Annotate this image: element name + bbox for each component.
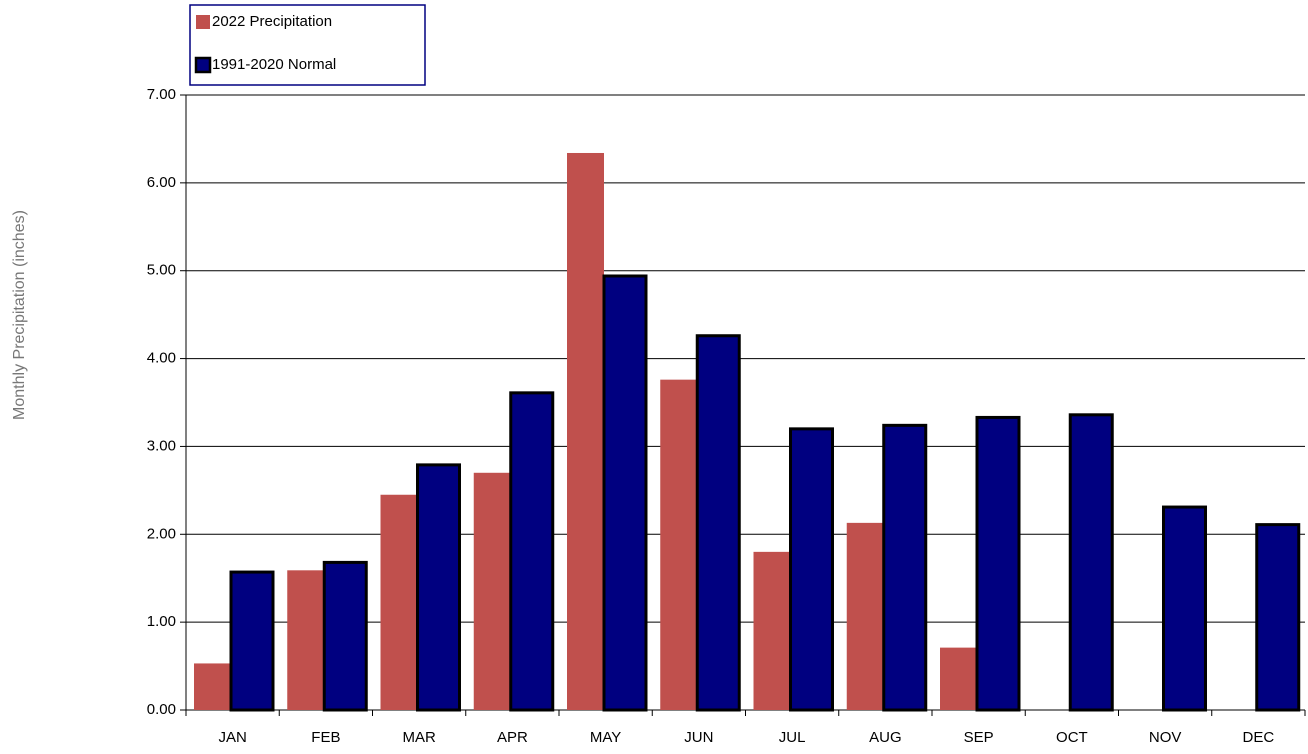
bar [695,334,741,712]
y-tick-label: 4.00 [147,350,176,367]
x-tick-label: APR [497,729,528,746]
x-tick-label: AUG [869,729,902,746]
bar [789,427,834,712]
legend-label: 1991-2020 Normal [212,56,336,73]
legend-box [189,4,426,86]
bar [975,415,1021,712]
bar [194,663,231,710]
x-tick-label: JAN [218,729,246,746]
bar [416,463,461,712]
bar [1255,523,1301,712]
y-tick-label: 5.00 [147,262,176,279]
bar [322,560,368,712]
legend-label: 2022 Precipitation [212,13,332,30]
legend-swatch [194,56,212,74]
x-tick-label: MAR [402,729,436,746]
bar [509,391,555,712]
bar [380,494,418,710]
x-tick-label: MAY [590,729,621,746]
x-tick-label: JUL [779,729,806,746]
y-tick-label: 0.00 [147,701,176,718]
x-tick-label: FEB [311,729,340,746]
bar [229,570,275,712]
bar [940,647,977,710]
y-tick-label: 2.00 [147,525,176,542]
y-axis-label: Monthly Precipitation (inches) [11,210,28,420]
bar [1162,505,1207,712]
y-tick-label: 3.00 [147,437,176,454]
bar [287,570,325,710]
bar [473,472,511,710]
x-tick-label: SEP [964,729,994,746]
x-tick-label: OCT [1056,729,1088,746]
x-tick-label: NOV [1149,729,1182,746]
y-tick-label: 7.00 [147,86,176,103]
x-tick-label: JUN [684,729,713,746]
bar [567,152,604,710]
bar [660,379,698,710]
y-tick-label: 6.00 [147,174,176,191]
bar [1068,413,1114,712]
y-tick-label: 1.00 [147,613,176,630]
bar [882,423,928,712]
legend-swatch [196,15,210,29]
bar [602,274,648,712]
bar [753,551,791,710]
x-tick-label: DEC [1243,729,1275,746]
bar [846,522,884,710]
